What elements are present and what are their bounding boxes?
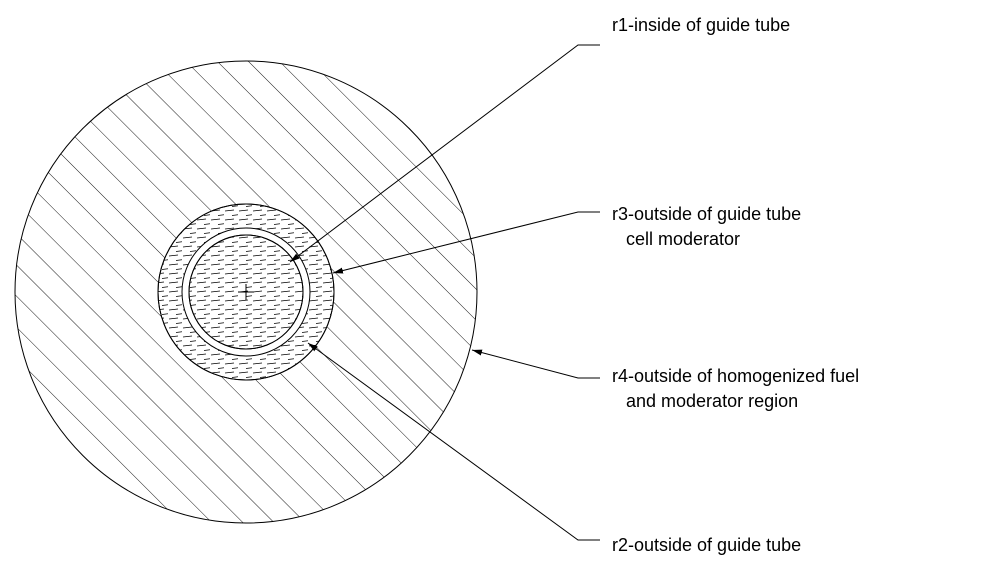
leaders (289, 44, 600, 541)
label: r4-outside of homogenized fuel (612, 366, 859, 386)
label: cell moderator (626, 229, 740, 249)
leader-r4 (471, 349, 600, 379)
label: r2-outside of guide tube (612, 535, 801, 555)
label: r3-outside of guide tube (612, 204, 801, 224)
label: r1-inside of guide tube (612, 15, 790, 35)
label: and moderator region (626, 391, 798, 411)
cross-section (14, 60, 478, 524)
leader-r2 (307, 342, 600, 541)
leader-r1 (289, 44, 600, 263)
leader-r3 (332, 211, 600, 274)
